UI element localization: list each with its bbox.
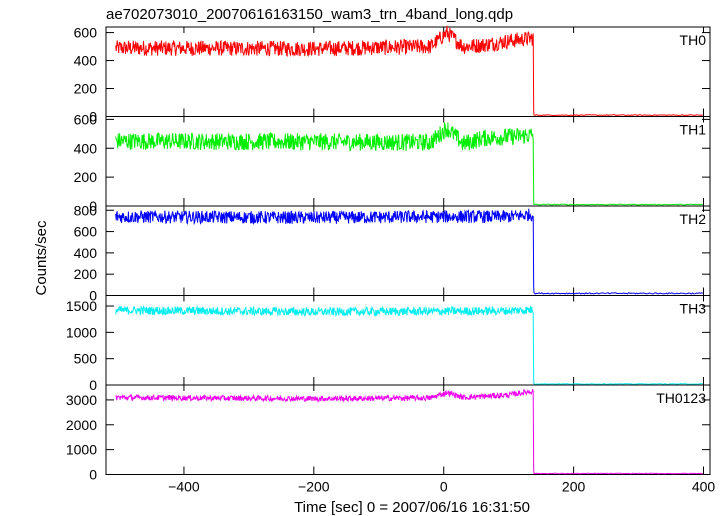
panel-th0: 0 200 400 600 TH0 <box>74 25 711 125</box>
y-tick-label: 1000 <box>66 324 97 340</box>
series-label: TH0123 <box>656 390 706 406</box>
x-tick-label: 0 <box>440 479 448 495</box>
y-tick-label: 0 <box>89 198 97 214</box>
panel-th2: 0 200 400 600 800 TH2 <box>74 202 711 304</box>
y-tick-label: 400 <box>74 140 98 156</box>
y-tick-label: 3000 <box>66 392 97 408</box>
y-tick-label: 400 <box>74 245 98 261</box>
y-tick-label: 200 <box>74 169 98 185</box>
y-tick-label: 200 <box>74 266 98 282</box>
light-curve-trace <box>115 121 703 206</box>
y-tick-label: 400 <box>74 53 98 69</box>
series-label: TH0 <box>680 32 707 48</box>
panel-th3: 0 500 1000 1500 TH3 <box>66 295 711 393</box>
y-tick-label: 1000 <box>66 442 97 458</box>
y-tick-label: 200 <box>74 81 98 97</box>
x-tick-label: −400 <box>168 479 200 495</box>
y-tick-label: 600 <box>74 224 98 240</box>
panel-frame <box>105 26 711 117</box>
x-tick-label: 400 <box>692 479 716 495</box>
y-tick-label: 0 <box>89 288 97 304</box>
panel-th1: 0 200 400 600 TH1 <box>74 111 711 214</box>
y-tick-label: 0 <box>89 467 97 483</box>
y-tick-label: 600 <box>74 25 98 41</box>
panel-frame <box>105 116 711 207</box>
y-tick-label: 600 <box>74 111 98 127</box>
y-tick-label: 1500 <box>66 298 97 314</box>
light-curve-trace <box>115 305 703 385</box>
x-tick-label: 200 <box>562 479 586 495</box>
light-curve-trace <box>115 208 704 295</box>
y-tick-label: 500 <box>74 351 98 367</box>
x-tick-label: −200 <box>298 479 330 495</box>
x-axis-label: Time [sec] 0 = 2007/06/16 16:31:50 <box>294 499 530 516</box>
series-label: TH1 <box>680 122 707 138</box>
panel-frame <box>105 205 711 296</box>
series-label: TH3 <box>680 301 707 317</box>
y-tick-label: 800 <box>74 202 98 218</box>
y-tick-label: 2000 <box>66 417 97 433</box>
panel-th0123: 0 1000 2000 3000 TH0123 <box>66 384 711 483</box>
series-label: TH2 <box>680 211 707 227</box>
y-tick-label: 0 <box>89 109 97 125</box>
light-curve-trace <box>115 388 703 475</box>
light-curve-trace <box>115 25 703 117</box>
y-tick-label: 0 <box>89 377 97 393</box>
panel-frame <box>105 384 711 475</box>
y-axis-label: Counts/sec <box>33 220 50 296</box>
chart-title: ae702073010_20070616163150_wam3_trn_4ban… <box>106 6 513 23</box>
